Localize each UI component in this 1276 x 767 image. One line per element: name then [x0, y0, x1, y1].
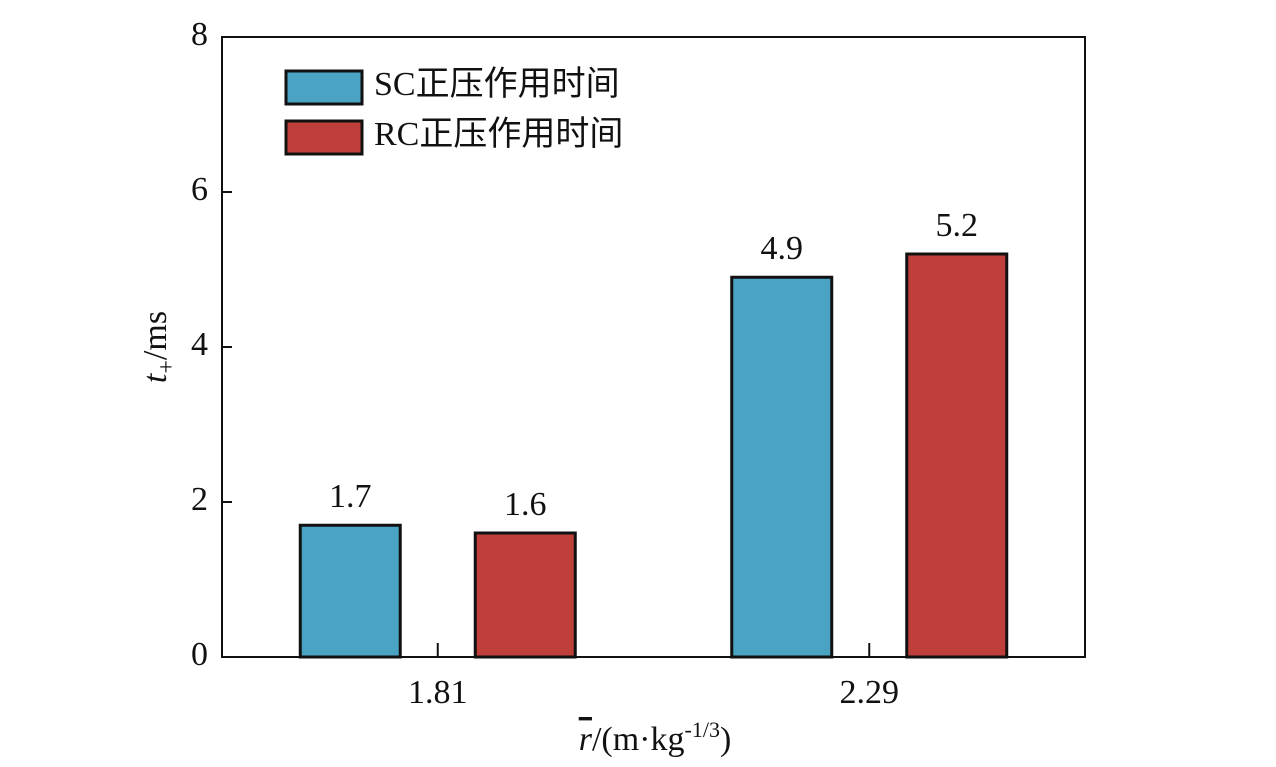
bar	[905, 252, 1009, 659]
legend-label: SC正压作用时间	[374, 66, 620, 103]
legend-swatch	[284, 119, 364, 156]
bar	[473, 531, 577, 659]
legend-label: RC正压作用时间	[374, 116, 623, 153]
y-label-unit: /ms	[137, 311, 174, 360]
x-label-close: )	[720, 721, 731, 758]
value-label: 4.9	[761, 230, 804, 267]
x-label-sup: -1/3	[685, 717, 720, 742]
value-label: 5.2	[936, 207, 979, 244]
value-label: 1.7	[329, 478, 372, 515]
x-axis-label: r/(m·kg-1/3)	[579, 717, 732, 758]
legend-swatch	[284, 69, 364, 106]
x-label-unit: /(m·kg	[592, 721, 685, 758]
bar	[730, 275, 834, 659]
y-label-sub: +	[154, 360, 180, 374]
x-tick-label: 2.29	[840, 674, 900, 711]
y-tick-label: 0	[191, 636, 208, 673]
y-tick-label: 2	[191, 481, 208, 518]
y-axis-label: t+/ms	[137, 311, 180, 383]
y-label-var: t	[137, 372, 174, 383]
x-label-var: r	[579, 721, 593, 758]
x-tick-label: 1.81	[408, 674, 468, 711]
value-label: 1.6	[504, 486, 547, 523]
bar	[298, 523, 402, 659]
y-tick-label: 6	[191, 171, 208, 208]
y-tick-label: 4	[191, 326, 208, 363]
y-tick-label: 8	[191, 16, 208, 53]
